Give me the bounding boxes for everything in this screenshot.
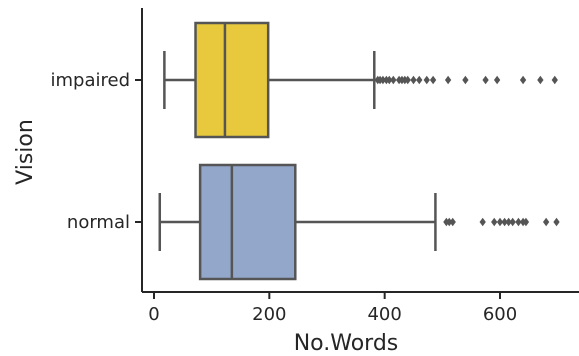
outlier-point [519,75,527,85]
outlier-point [410,75,417,85]
outlier-point [553,217,560,227]
outlier-point [379,75,387,85]
outlier-point [416,75,423,85]
outlier-point [537,75,544,85]
outlier-point [444,75,452,85]
y-tick-label: normal [67,212,130,233]
y-tick-label: impaired [51,70,131,91]
y-axis-label: Vision [13,119,38,185]
outlier-point [522,217,530,227]
x-tick-label: 0 [148,304,159,325]
box-group-impaired [163,21,558,139]
x-axis-label: No.Words [294,331,399,356]
outlier-point [462,75,469,85]
outlier-point [501,217,508,227]
box-normal [198,163,297,281]
outlier-point [429,75,437,85]
outlier-point [491,217,498,227]
x-tick-label: 400 [367,304,401,325]
outlier-point [542,217,550,227]
outlier-point [551,75,558,85]
outlier-point [446,217,453,227]
outlier-point [496,217,504,227]
box-impaired [194,21,270,139]
outlier-point [493,75,501,85]
outlier-point [515,217,522,227]
outlier-point [423,75,430,85]
outlier-point [479,217,486,227]
outlier-point [386,75,393,85]
outlier-point [482,75,489,85]
axes-layer: 0 200 400 600 impaired normal [51,8,579,325]
outlier-point [390,75,397,85]
x-tick-label: 200 [252,304,286,325]
box-group-normal [158,163,560,281]
outlier-point [509,217,516,227]
boxes-layer [158,21,560,281]
outlier-point [404,75,411,85]
outlier-point [505,217,512,227]
outlier-point [449,217,456,227]
x-tick-label: 600 [483,304,517,325]
